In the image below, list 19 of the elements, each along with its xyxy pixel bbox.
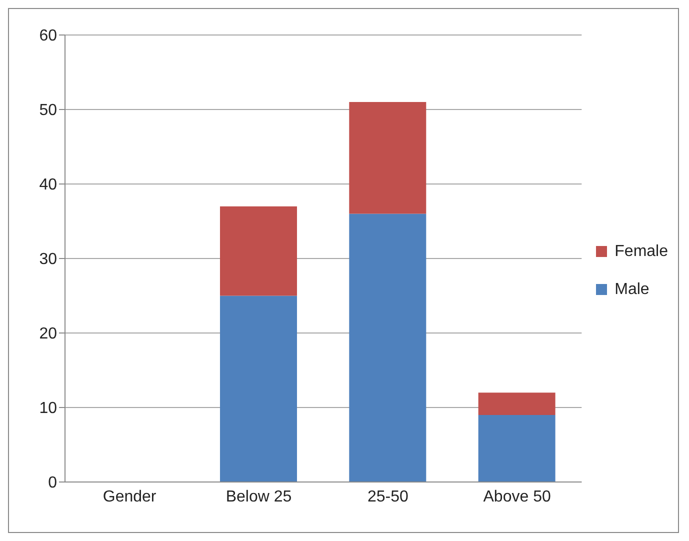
y-tick-label: 40 bbox=[39, 176, 58, 194]
y-tick-label: 10 bbox=[39, 400, 58, 418]
y-tick-label: 60 bbox=[39, 28, 58, 45]
bar bbox=[478, 392, 556, 415]
y-tick-label: 30 bbox=[39, 251, 58, 268]
bar bbox=[349, 214, 426, 482]
x-tick-label: Below 25 bbox=[226, 488, 292, 506]
legend-label: Female bbox=[614, 242, 668, 260]
x-tick-label: Gender bbox=[102, 488, 157, 506]
bar bbox=[220, 296, 297, 482]
bar bbox=[220, 206, 297, 296]
y-tick-label: 0 bbox=[48, 474, 58, 492]
bar bbox=[478, 414, 556, 482]
bar bbox=[349, 102, 426, 214]
legend-label: Male bbox=[614, 280, 650, 298]
y-tick-label: 50 bbox=[39, 102, 58, 120]
x-tick-label: Above 50 bbox=[483, 488, 551, 506]
y-tick-label: 20 bbox=[39, 326, 58, 343]
x-tick-label: 25-50 bbox=[367, 488, 408, 506]
